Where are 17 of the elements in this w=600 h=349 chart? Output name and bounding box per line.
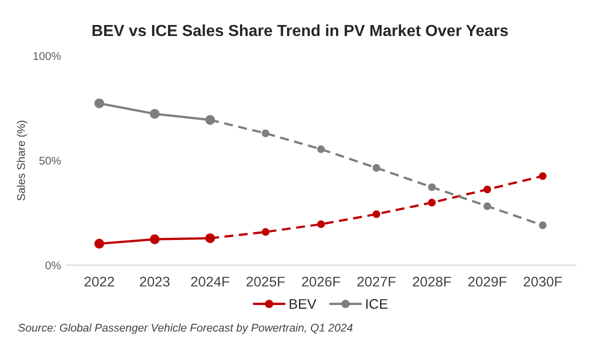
y-axis-title: Sales Share (%) bbox=[16, 120, 28, 200]
x-tick-label: 2023 bbox=[140, 276, 170, 287]
y-tick-label: 0% bbox=[46, 262, 61, 270]
y-tick-label: 100% bbox=[34, 52, 61, 60]
chart-title: BEV vs ICE Sales Share Trend in PV Market Over Years bbox=[92, 24, 508, 36]
x-tick-label: 2025F bbox=[246, 276, 285, 287]
x-tick-label: 2026F bbox=[302, 276, 340, 287]
x-tick-label: 2022 bbox=[84, 276, 114, 287]
x-tick-label: 2028F bbox=[412, 276, 452, 287]
x-tick-label: 2030F bbox=[524, 276, 562, 287]
x-tick-label: 2027F bbox=[357, 276, 396, 287]
legend-label: BEV bbox=[290, 299, 316, 309]
legend-label: ICE bbox=[366, 299, 388, 309]
x-tick-label: 2024F bbox=[191, 276, 230, 287]
source-note: Source: Global Passenger Vehicle Forecast by Powertrain, Q1 2024 bbox=[18, 324, 353, 334]
x-tick-label: 2029F bbox=[468, 276, 506, 287]
y-tick-label: 50% bbox=[39, 156, 61, 165]
